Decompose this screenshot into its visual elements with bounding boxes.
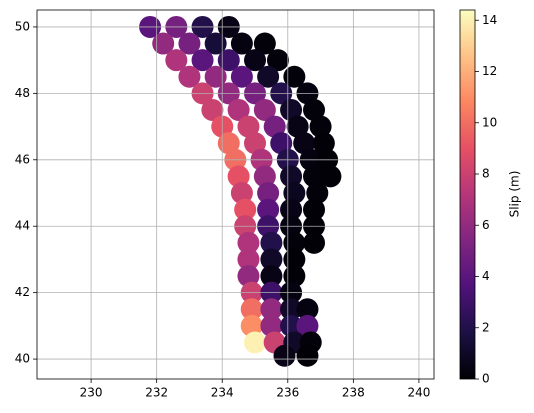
scatter-point	[253, 165, 276, 188]
x-tick-label: 238	[342, 386, 365, 400]
scatter-point	[309, 115, 332, 138]
y-tick-label: 50	[15, 19, 30, 33]
x-tick-label: 234	[211, 386, 234, 400]
scatter-point	[178, 65, 201, 88]
scatter-point	[165, 49, 188, 72]
scatter-point	[306, 182, 329, 205]
y-tick-label: 42	[15, 285, 30, 299]
scatter-point	[227, 165, 250, 188]
scatter-point	[237, 248, 260, 271]
scatter-point	[303, 231, 326, 254]
colorbar-tick-label: 8	[482, 167, 490, 181]
scatter-point	[266, 49, 289, 72]
scatter-point	[234, 198, 257, 221]
scatter-point	[296, 314, 319, 337]
points	[139, 15, 342, 367]
x-tick-label: 232	[145, 386, 168, 400]
colorbar-tick-label: 12	[482, 64, 497, 78]
y-tick-label: 40	[15, 352, 30, 366]
y-tick-label: 44	[15, 219, 30, 233]
x-tick-label: 236	[276, 386, 299, 400]
scatter-point	[283, 182, 306, 205]
scatter-point	[257, 65, 280, 88]
scatter-point	[244, 49, 267, 72]
scatter-point	[286, 115, 309, 138]
plot-frame	[36, 9, 435, 380]
scatter-point	[230, 65, 253, 88]
colorbar-tick-label: 6	[482, 218, 490, 232]
scatter-point	[253, 32, 276, 55]
scatter-point	[260, 231, 283, 254]
scatter-point	[230, 32, 253, 55]
scatter-point	[280, 165, 303, 188]
scatter-point	[260, 298, 283, 321]
scatter-point	[280, 98, 303, 121]
scatter-point	[293, 132, 316, 155]
scatter-point	[283, 248, 306, 271]
y-tick-label: 46	[15, 152, 30, 166]
scatter-point	[270, 132, 293, 155]
scatter-point	[204, 65, 227, 88]
scatter-point	[260, 314, 283, 337]
scatter-point	[260, 248, 283, 271]
scatter-point	[263, 115, 286, 138]
scatter-point	[253, 98, 276, 121]
colorbar-tick-label: 14	[482, 13, 497, 27]
scatter-point	[201, 98, 224, 121]
colorbar-label: Slip (m)	[508, 171, 522, 218]
x-tick-label: 230	[80, 386, 103, 400]
scatter-point	[191, 49, 214, 72]
scatter-point	[240, 314, 263, 337]
scatter-point	[280, 298, 303, 321]
colorbar-tick-label: 2	[482, 320, 490, 334]
scatter-point	[217, 132, 240, 155]
y-tick-label: 48	[15, 86, 30, 100]
scatter-point	[273, 344, 296, 367]
scatter-point	[303, 165, 326, 188]
scatter-point	[178, 32, 201, 55]
scatter-point	[237, 231, 260, 254]
colorbar-tick-label: 0	[482, 372, 490, 386]
scatter-point	[280, 198, 303, 221]
colorbar	[459, 9, 476, 380]
scatter-point	[240, 298, 263, 321]
scatter-point	[283, 65, 306, 88]
scatter-point	[237, 115, 260, 138]
scatter-point	[283, 231, 306, 254]
scatter-point	[319, 165, 342, 188]
scatter-point	[244, 132, 267, 155]
colorbar-tick-label: 10	[482, 115, 497, 129]
scatter-point	[303, 98, 326, 121]
scatter-point	[312, 132, 335, 155]
scatter-point	[227, 98, 250, 121]
scatter-point	[204, 32, 227, 55]
scatter-point	[296, 298, 319, 321]
x-tick-label: 240	[407, 386, 430, 400]
scatter-point	[303, 198, 326, 221]
scatter-point	[244, 331, 267, 354]
scatter-point	[257, 198, 280, 221]
scatter-point	[257, 182, 280, 205]
scatter-point	[260, 265, 283, 288]
scatter-point	[217, 49, 240, 72]
scatter-point	[237, 265, 260, 288]
scatter-point	[280, 314, 303, 337]
scatter-point	[296, 344, 319, 367]
scatter-point	[230, 182, 253, 205]
colorbar-tick-label: 4	[482, 269, 490, 283]
scatter-point	[152, 32, 175, 55]
scatter-point	[283, 265, 306, 288]
